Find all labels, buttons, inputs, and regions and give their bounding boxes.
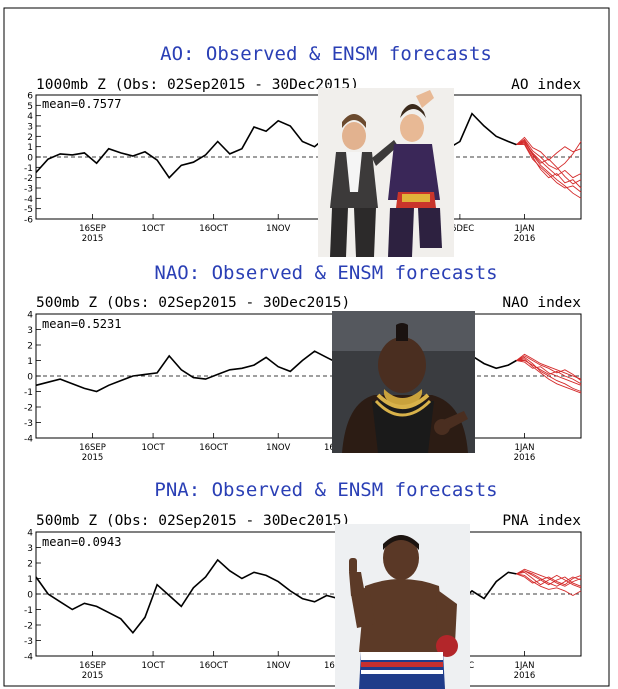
ao-ensemble-member-3: [516, 143, 582, 189]
nao-ensemble-member-2: [516, 360, 582, 386]
ao-ytick-label: 6: [27, 92, 33, 102]
ao-xtick-year: 2015: [82, 234, 104, 244]
ao-ytick-label: -6: [24, 216, 33, 226]
nao-mean-label: mean=0.5231: [42, 317, 121, 331]
pna-ytick-label: 3: [27, 544, 33, 554]
nao-ytick-label: 2: [27, 342, 33, 352]
nao-xtick-label: 16OCT: [199, 443, 228, 453]
pna-title: PNA: Observed & ENSM forecasts: [154, 479, 497, 501]
nao-xtick-label: 1OCT: [141, 443, 165, 453]
pna-xtick-year: 2016: [514, 671, 536, 681]
ao-xtick-label: 16OCT: [199, 224, 228, 234]
ao-ytick-label: -1: [24, 164, 33, 174]
nao-ytick-label: 0: [27, 373, 33, 383]
pna-xtick-label: 1NOV: [266, 661, 290, 671]
nao-ensemble-member-1: [516, 356, 582, 392]
nao-ensemble-member-4: [516, 358, 582, 394]
ao-xtick-label: 16SEP: [79, 224, 106, 234]
nao-title: NAO: Observed & ENSM forecasts: [154, 262, 497, 284]
ao-xtick-label: 16DEC: [446, 224, 475, 234]
nao-ytick-label: 4: [27, 311, 33, 321]
pna-xtick-label: 1OCT: [141, 661, 165, 671]
pna-xtick-label: 16SEP: [79, 661, 106, 671]
ao-subtitle: 1000mb Z (Obs: 02Sep2015 - 30Dec2015): [36, 77, 359, 93]
pna-mean-label: mean=0.0943: [42, 535, 121, 549]
pna-panel: PNA: Observed & ENSM forecasts 500mb Z (…: [24, 479, 582, 681]
pna-xtick-label: 16OCT: [199, 661, 228, 671]
ao-xtick-label: 1OCT: [141, 224, 165, 234]
ao-mean-label: mean=0.7577: [42, 97, 121, 111]
nao-ensemble-member-5: [516, 360, 582, 385]
pna-ytick-label: -2: [24, 622, 33, 632]
nao-subtitle: 500mb Z (Obs: 02Sep2015 - 30Dec2015): [36, 295, 350, 311]
pna-xtick-year: 2015: [82, 671, 104, 681]
ao-xtick-label: 1NOV: [266, 224, 290, 234]
ao-ytick-label: 5: [27, 102, 33, 112]
ao-ensemble-member-7: [516, 144, 582, 193]
pna-ensemble-member-5: [516, 573, 582, 586]
ao-ytick-label: -5: [24, 205, 33, 215]
pna-ytick-label: -1: [24, 606, 33, 616]
ao-ytick-label: -3: [24, 185, 33, 195]
ao-xtick-label: 1JAN: [515, 224, 535, 234]
ao-ytick-label: 1: [27, 143, 33, 153]
nao-ensemble-member-3: [516, 355, 582, 381]
pna-ensemble-member-2: [516, 573, 582, 597]
nao-xtick-label: 16SEP: [79, 443, 106, 453]
boxer-thumbs-up-photo: [335, 524, 470, 689]
pna-ensemble-member-4: [516, 571, 582, 589]
pna-subtitle: 500mb Z (Obs: 02Sep2015 - 30Dec2015): [36, 513, 350, 529]
pna-ytick-label: -3: [24, 637, 33, 647]
ao-ytick-label: 3: [27, 123, 33, 133]
pna-ensemble-member-6: [516, 570, 582, 587]
ao-ytick-label: 0: [27, 154, 33, 164]
nao-ytick-label: -2: [24, 404, 33, 414]
nao-ytick-label: -4: [24, 435, 33, 445]
nao-ytick-label: -1: [24, 388, 33, 398]
man-with-mohawk-pointing-photo: [332, 311, 475, 453]
ao-ensemble-member-6: [516, 139, 582, 185]
ao-ytick-label: 4: [27, 112, 33, 122]
nao-ensemble-member-6: [516, 353, 582, 380]
nao-ytick-label: -3: [24, 419, 33, 429]
ao-ensemble-member-2: [516, 138, 582, 170]
nao-index-label: NAO index: [502, 295, 581, 311]
ao-ytick-label: -2: [24, 174, 33, 184]
pna-ytick-label: 1: [27, 575, 33, 585]
ao-ensemble-member-5: [516, 141, 582, 179]
ao-index-label: AO index: [511, 77, 581, 93]
ao-title: AO: Observed & ENSM forecasts: [160, 43, 492, 65]
nao-xtick-year: 2016: [514, 453, 536, 463]
pna-ytick-label: 4: [27, 529, 33, 539]
pna-index-label: PNA index: [502, 513, 581, 529]
nao-ytick-label: 1: [27, 357, 33, 367]
pna-ytick-label: -4: [24, 653, 33, 663]
pna-xtick-label: 1JAN: [515, 661, 535, 671]
pna-ytick-label: 2: [27, 560, 33, 570]
ao-xtick-year: 2016: [514, 234, 536, 244]
nao-ytick-label: 3: [27, 326, 33, 336]
ao-ytick-label: 2: [27, 133, 33, 143]
pna-ytick-label: 0: [27, 591, 33, 601]
nao-xtick-label: 1JAN: [515, 443, 535, 453]
ao-ensemble-member-4: [516, 136, 582, 161]
nao-xtick-year: 2015: [82, 453, 104, 463]
two-performers-photo: [318, 88, 454, 257]
ao-ytick-label: -4: [24, 195, 33, 205]
nao-xtick-label: 1NOV: [266, 443, 290, 453]
nao-panel: NAO: Observed & ENSM forecasts 500mb Z (…: [24, 262, 582, 463]
